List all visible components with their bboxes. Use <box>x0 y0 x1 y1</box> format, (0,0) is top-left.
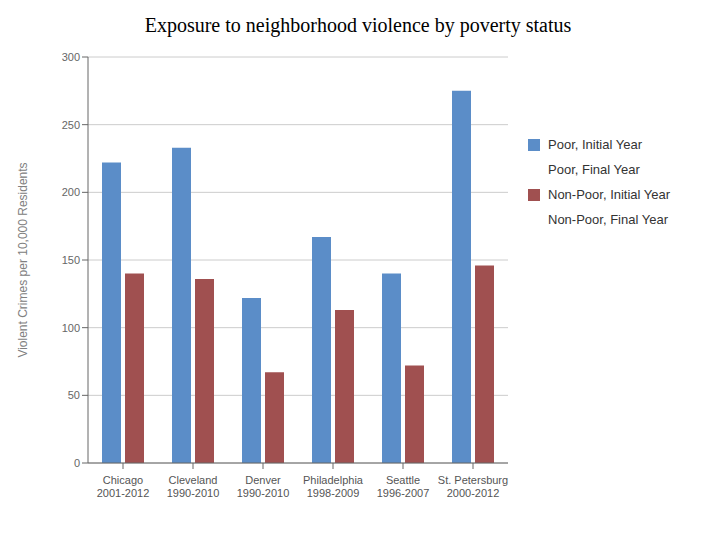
svg-text:Denver1990-2010: Denver1990-2010 <box>237 474 290 499</box>
svg-text:150: 150 <box>62 254 80 266</box>
svg-text:200: 200 <box>62 186 80 198</box>
html-text:Non-Poor, Final Year: Non-Poor, Final Year <box>548 212 668 227</box>
html-text:Poor, Final Year: Poor, Final Year <box>548 162 640 177</box>
svg-text:Violent Crimes per 10,000 Resi: Violent Crimes per 10,000 Residents <box>16 162 30 357</box>
svg-text:50: 50 <box>68 389 80 401</box>
html-text:Exposure to neighborhood viole: Exposure to neighborhood violence by pov… <box>144 14 572 36</box>
svg-text:100: 100 <box>62 322 80 334</box>
svg-text:250: 250 <box>62 119 80 131</box>
svg-text:300: 300 <box>62 51 80 63</box>
svg-text:Seattle1996-2007: Seattle1996-2007 <box>377 474 430 499</box>
svg-text:0: 0 <box>74 457 80 469</box>
html-text:Non-Poor, Initial Year: Non-Poor, Initial Year <box>548 187 671 202</box>
html-text:Poor, Initial Year: Poor, Initial Year <box>548 137 642 152</box>
svg-text:St. Petersburg2000-2012: St. Petersburg2000-2012 <box>438 474 508 499</box>
svg-text:Philadelphia1998-2009: Philadelphia1998-2009 <box>303 474 364 499</box>
svg-text:Chicago2001-2012: Chicago2001-2012 <box>97 474 150 499</box>
svg-text:Cleveland1990-2010: Cleveland1990-2010 <box>167 474 220 499</box>
